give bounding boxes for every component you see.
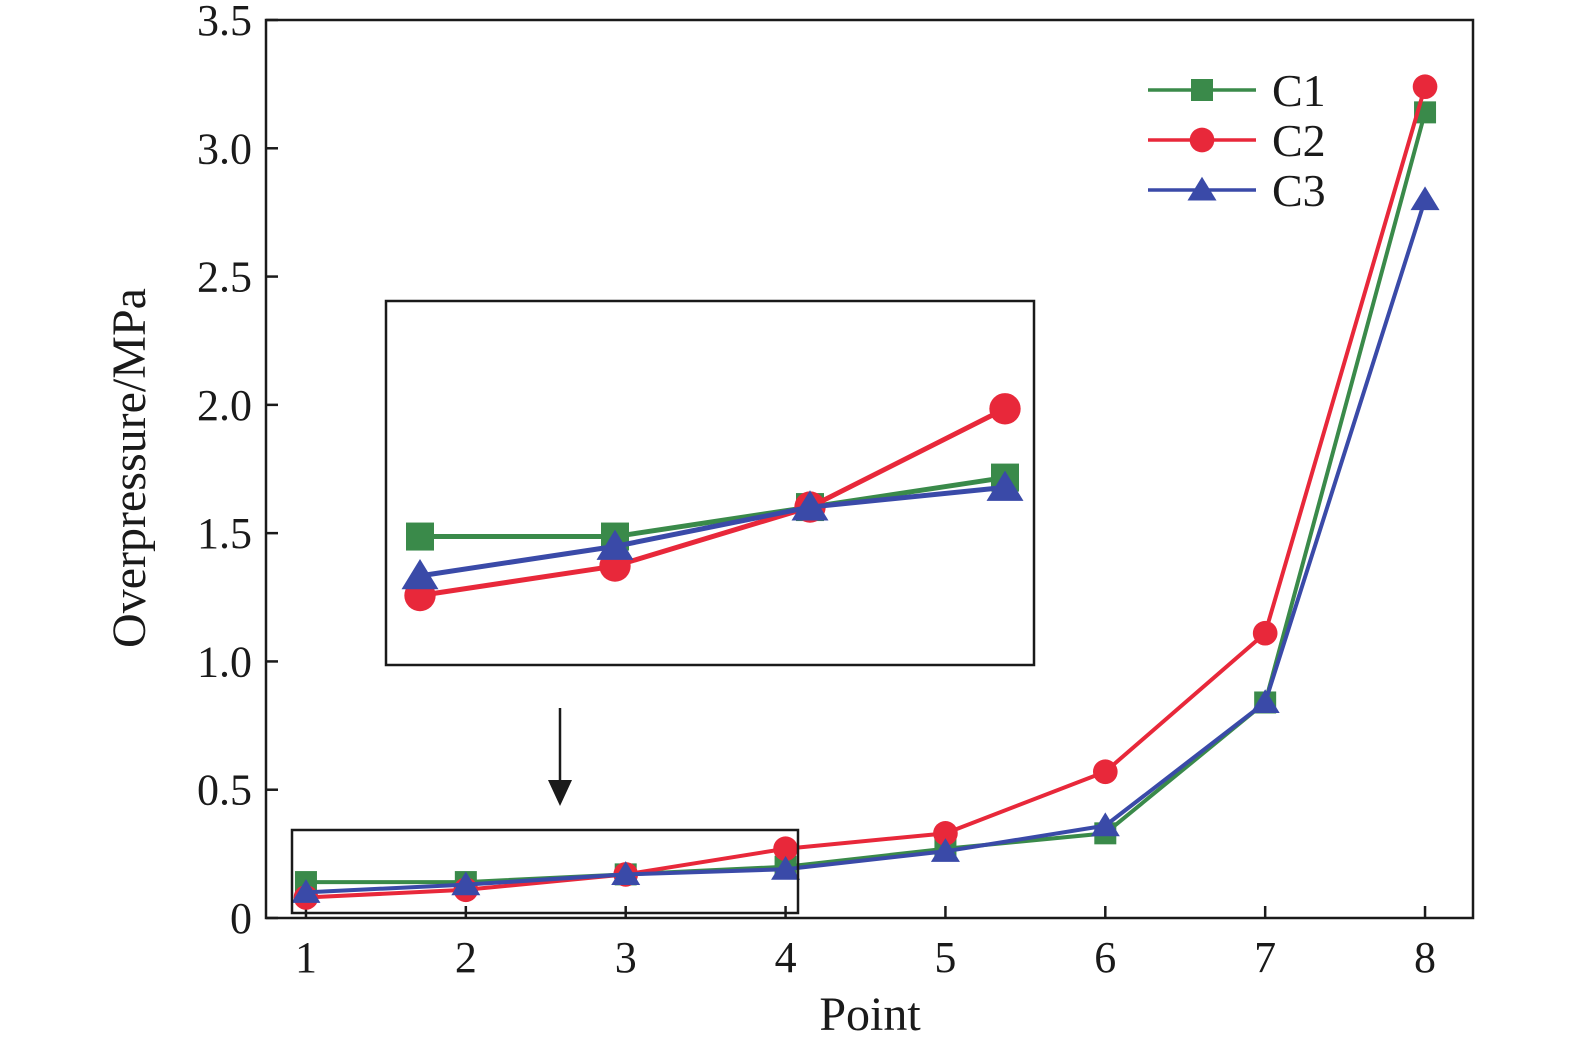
series-line [305,198,1427,895]
legend-marker [1189,127,1215,153]
series-c3 [291,186,1440,903]
inset-frame [384,299,1036,667]
data-point [611,861,641,885]
data-point [1410,186,1440,211]
inset-series-line [420,475,1006,540]
data-point [1250,689,1280,714]
legend-item-c3: C3 [1148,165,1326,216]
data-point [930,838,960,862]
legend-label: C3 [1272,165,1326,216]
data-point [1092,759,1118,785]
y-tick-label: 0.5 [197,766,252,815]
y-tick-label: 2.0 [197,381,252,430]
inset-series-line [419,406,1007,598]
inset-data-point [596,529,634,560]
legend-marker [1187,176,1217,201]
x-tick-label: 7 [1254,933,1276,982]
y-tick-label: 1.0 [197,637,252,686]
legend-label: C2 [1272,115,1326,166]
x-tick-label: 4 [775,933,797,982]
zoom-arrow [548,708,572,806]
data-point [773,836,798,862]
legend-marker [1191,79,1213,101]
y-tick-label: 2.5 [197,253,252,302]
inset-data-point [406,522,434,551]
zoom-region-box [290,828,800,915]
inset-data-point [791,490,829,521]
data-point [1090,812,1120,837]
legend-item-c1: C1 [1148,65,1326,116]
inset-series-c3 [401,470,1024,590]
x-tick-label: 2 [455,933,477,982]
inset-data-point [989,393,1021,425]
data-point [1412,74,1438,100]
data-point [771,856,801,880]
x-axis: 1 2 3 4 5 6 7 8 [295,906,1436,982]
y-tick-label: 3.0 [197,124,252,173]
data-point [933,821,958,846]
y-tick-label: 1.5 [197,509,252,558]
y-tick-label: 3.5 [197,0,252,45]
legend-label: C1 [1272,65,1326,116]
x-tick-label: 8 [1414,933,1436,982]
data-point [291,879,321,903]
x-tick-label: 3 [615,933,637,982]
inset-data-point [401,559,439,590]
inset-layer [401,393,1024,612]
inset-data-point [986,470,1024,501]
series-line [305,86,1427,900]
series-layer [291,74,1440,910]
y-axis: 0 0.5 1.0 1.5 2.0 2.5 3.0 3.5 [197,0,278,943]
legend-item-c2: C2 [1148,115,1326,166]
x-tick-label: 1 [295,933,317,982]
inset-series-line [419,484,1006,579]
y-axis-title: Overpressure/MPa [103,288,156,648]
data-point [1252,620,1278,646]
plot-frame [264,18,1475,920]
y-tick-label: 0 [230,894,252,943]
x-tick-label: 6 [1094,933,1116,982]
x-axis-title: Point [819,988,921,1041]
x-tick-label: 5 [934,933,956,982]
data-point [451,871,481,896]
